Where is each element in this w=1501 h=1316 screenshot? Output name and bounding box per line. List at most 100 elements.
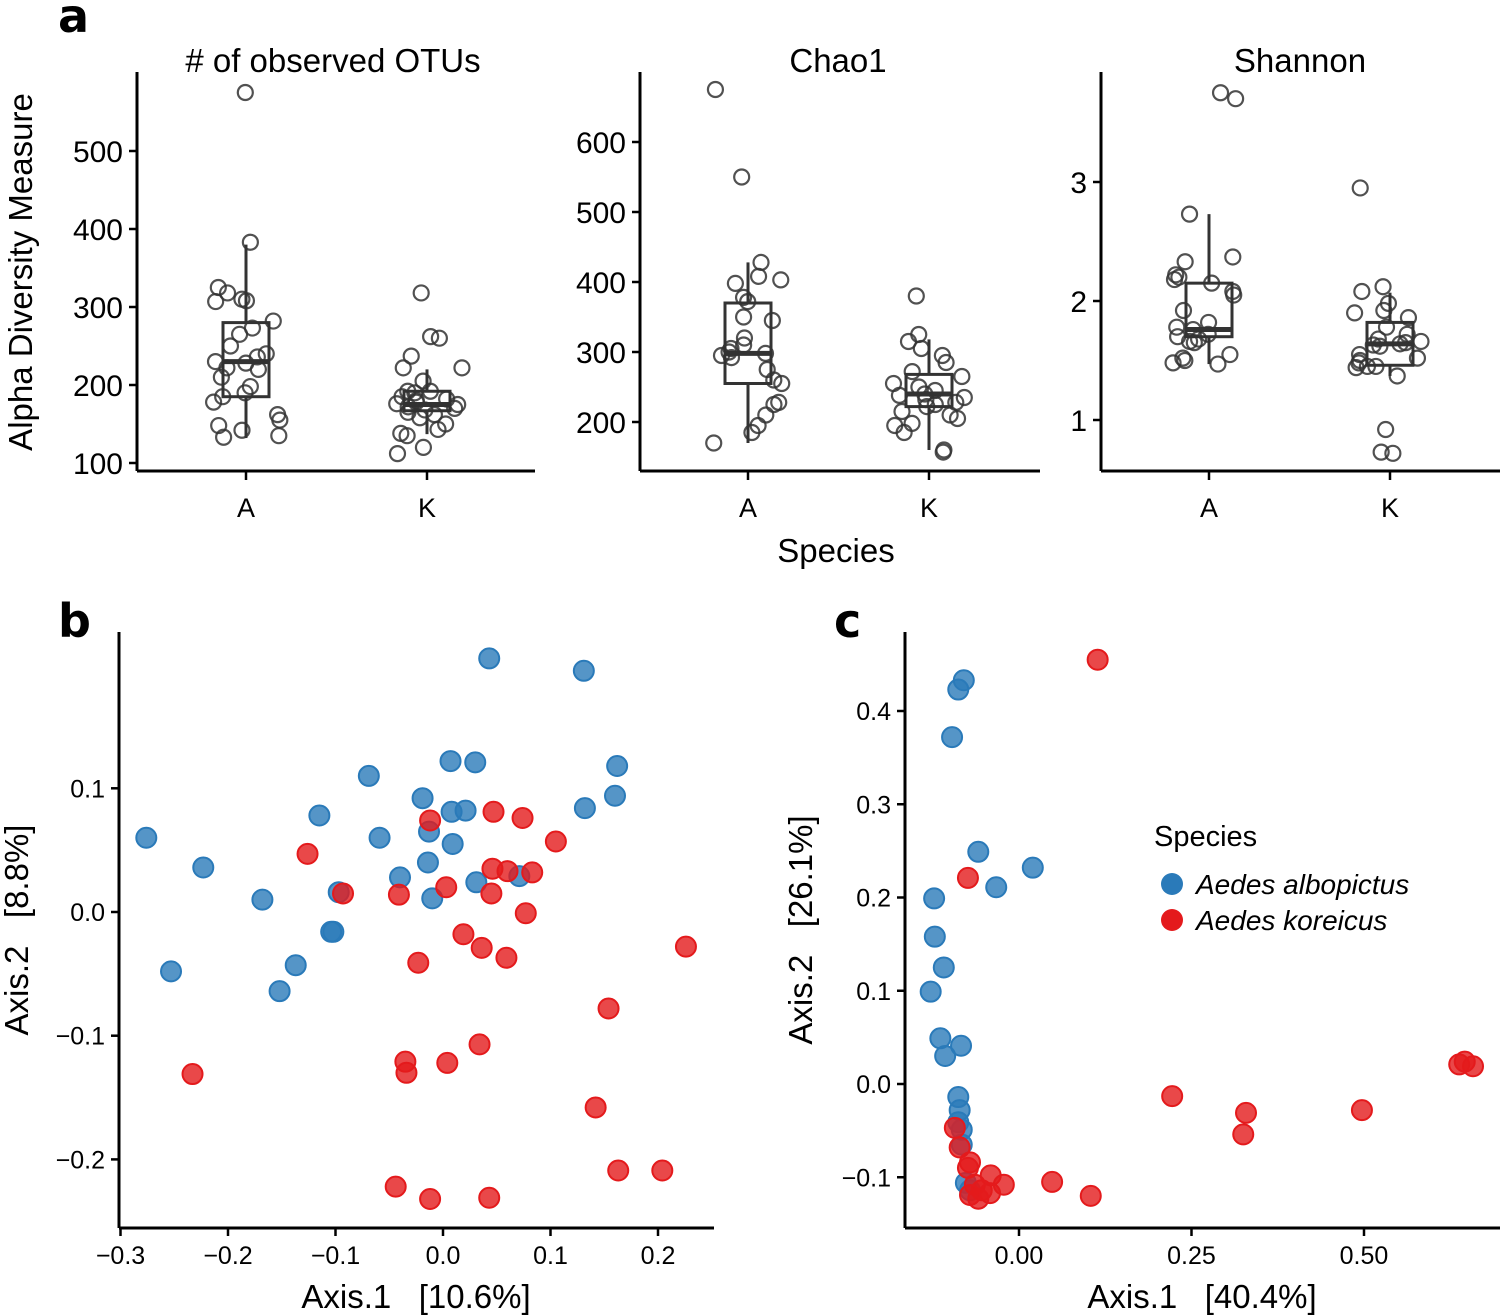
- data-point: [749, 267, 768, 285]
- data-point: [271, 411, 289, 429]
- data-point: [1185, 334, 1203, 352]
- data-point: [918, 398, 936, 416]
- y-tick-label: 0.0: [70, 899, 105, 927]
- data-point: [895, 423, 913, 442]
- data-point-aedes-koreicus: [597, 997, 620, 1020]
- data-point-aedes-koreicus: [384, 1175, 407, 1198]
- data-point-aedes-albopictus: [320, 920, 343, 943]
- data-point: [1377, 318, 1396, 336]
- data-point-aedes-koreicus: [1086, 648, 1109, 671]
- data-point-aedes-albopictus: [606, 755, 629, 778]
- x-tick-label: −0.2: [203, 1242, 252, 1270]
- data-point: [422, 328, 440, 346]
- y-tick-label: 400: [73, 214, 123, 247]
- data-point: [706, 80, 725, 99]
- data-point: [212, 368, 230, 386]
- data-point: [218, 284, 237, 302]
- data-point-aedes-koreicus: [419, 1187, 442, 1210]
- data-point: [1168, 318, 1186, 336]
- data-point-aedes-albopictus: [368, 826, 391, 849]
- data-point-aedes-albopictus: [923, 887, 946, 910]
- data-point-aedes-koreicus: [1453, 1050, 1476, 1073]
- data-point: [1174, 301, 1193, 320]
- y-tick-label: −0.2: [56, 1146, 105, 1174]
- data-point: [449, 395, 467, 414]
- x-tick-label: 0.50: [1340, 1242, 1389, 1270]
- data-point: [215, 428, 233, 446]
- data-point: [1347, 359, 1365, 377]
- x-tick-label: A: [1200, 493, 1218, 523]
- y-tick-label: 0.1: [856, 978, 891, 1006]
- data-point-aedes-koreicus: [948, 1136, 971, 1159]
- y-tick-label: 0.1: [70, 775, 105, 803]
- data-point: [903, 363, 921, 381]
- data-point: [1374, 278, 1392, 296]
- data-point: [1180, 205, 1199, 223]
- data-point-aedes-albopictus: [251, 888, 274, 911]
- data-point: [205, 393, 223, 411]
- data-point: [899, 332, 918, 351]
- data-point-aedes-albopictus: [573, 797, 596, 820]
- data-point-aedes-albopictus: [441, 832, 464, 855]
- data-point: [1412, 332, 1430, 351]
- data-point: [1209, 355, 1227, 373]
- data-point: [270, 427, 288, 445]
- data-point-aedes-albopictus: [308, 804, 331, 827]
- data-point: [756, 344, 775, 362]
- data-point: [1165, 270, 1184, 289]
- data-point: [1351, 179, 1369, 197]
- x-tick-label: −0.1: [311, 1242, 360, 1270]
- data-point: [388, 395, 406, 413]
- data-point: [910, 325, 928, 344]
- panel-c-x-axis-title: Axis.1 [40.4%]: [1087, 1278, 1316, 1315]
- y-tick-label: 200: [73, 370, 123, 403]
- legend: Species Aedes albopictus Aedes koreicus: [1154, 821, 1409, 936]
- legend-title: Species: [1154, 821, 1257, 853]
- legend-marker-aedes-koreicus: [1161, 909, 1183, 931]
- data-point: [739, 293, 757, 311]
- x-tick-label: 0.25: [1167, 1242, 1216, 1270]
- panel-b-y-axis-title: Axis.2 [8.8%]: [0, 825, 35, 1036]
- data-point: [218, 359, 236, 377]
- y-tick-label: 3: [1070, 167, 1087, 200]
- x-tick-label: K: [920, 493, 938, 523]
- x-tick-label: K: [418, 493, 436, 523]
- data-point: [735, 336, 753, 354]
- data-point: [772, 271, 790, 289]
- data-point: [903, 414, 921, 432]
- y-tick-label: 100: [73, 448, 123, 481]
- data-point: [1391, 335, 1409, 353]
- box-facet-2: Chao1 200 300 400 500 600 A K: [576, 42, 1040, 523]
- data-point: [1199, 325, 1217, 343]
- data-point: [893, 402, 911, 421]
- data-point-aedes-koreicus: [395, 1061, 418, 1084]
- y-tick-label: 500: [576, 197, 626, 230]
- data-point-aedes-koreicus: [419, 809, 442, 832]
- data-point: [1377, 420, 1395, 439]
- data-point-aedes-koreicus: [482, 800, 505, 823]
- data-point: [1174, 349, 1192, 367]
- facet-title: Shannon: [1234, 42, 1366, 79]
- data-point: [414, 438, 433, 456]
- data-point-aedes-albopictus: [439, 750, 462, 773]
- x-tick-label: A: [237, 493, 255, 523]
- ordination-panel-c: 0.00 0.25 0.50 −0.1 0.0 0.1 0.2 0.3 0.4: [842, 632, 1500, 1270]
- y-tick-label: 0.4: [856, 698, 891, 726]
- data-point-aedes-koreicus: [407, 951, 430, 974]
- data-point: [249, 360, 267, 378]
- data-point: [1164, 354, 1182, 372]
- data-point: [399, 398, 417, 416]
- x-tick-label: 0.0: [426, 1242, 461, 1270]
- data-point: [1399, 309, 1418, 327]
- data-point-aedes-koreicus: [1235, 1101, 1258, 1124]
- data-point-aedes-koreicus: [495, 946, 518, 969]
- y-tick-label: 300: [73, 292, 123, 325]
- data-point: [1388, 367, 1406, 385]
- x-tick-label: 0.2: [641, 1242, 676, 1270]
- data-point: [236, 83, 254, 102]
- data-point: [1375, 301, 1393, 320]
- data-point: [912, 339, 930, 358]
- data-point: [221, 337, 240, 355]
- data-point-aedes-albopictus: [411, 787, 434, 810]
